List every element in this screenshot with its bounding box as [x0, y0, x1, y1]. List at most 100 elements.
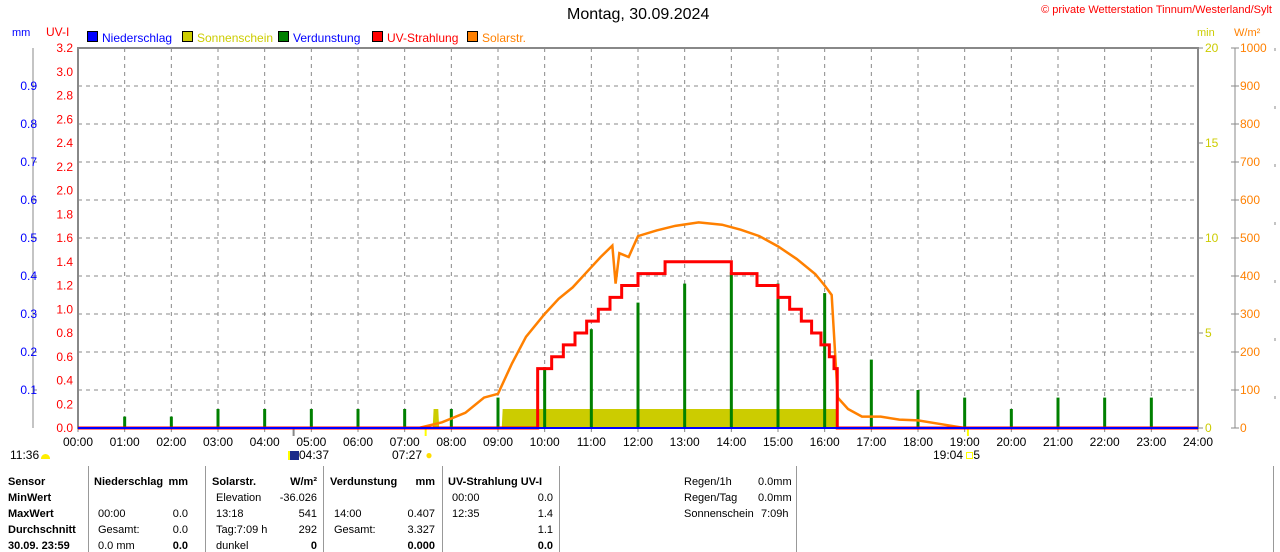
solar-radiation-line [418, 221, 965, 430]
page-title: Montag, 30.09.2024 [567, 6, 710, 23]
column-header: Solarstr. W/m² [212, 474, 317, 490]
sun-icon: ● [425, 448, 433, 462]
cell-value: 0.0 [172, 508, 188, 520]
column-header: Verdunstung mm [330, 474, 435, 490]
twilight-icon [288, 451, 299, 461]
wm2-tick-label: 100 [1240, 383, 1260, 397]
mm-tick-label: 0.4 [20, 269, 37, 283]
cell-label: Elevation [216, 492, 262, 504]
cell-value: 1.1 [537, 524, 553, 536]
wm2-tick-label: 900 [1240, 79, 1260, 93]
cell-label [448, 538, 452, 552]
moon-time-label: 11:36 [10, 448, 40, 462]
x-tick-label: 11:00 [577, 435, 606, 449]
uv-tick-label: 3.0 [56, 65, 73, 79]
evaporation-bar [683, 283, 687, 428]
legend-label: Verdunstung [293, 31, 361, 45]
cell-value: 0.0 [172, 524, 188, 536]
x-tick-label: 05:00 [296, 435, 326, 449]
x-tick-label: 21:00 [1043, 435, 1073, 449]
divider [442, 466, 443, 552]
evaporation-bar [169, 416, 173, 428]
evaporation-bar [589, 329, 593, 428]
x-tick-label: 13:00 [670, 435, 700, 449]
axis-label-min: min [1197, 27, 1215, 39]
cell-value: -36.026 [279, 492, 317, 504]
mm-tick-label: 0.7 [20, 155, 37, 169]
table-row: Gesamt: 3.327 [330, 522, 435, 538]
copyright: © private Wetterstation Tinnum/Westerlan… [1041, 4, 1272, 16]
sensor-header: Sensor [8, 476, 46, 488]
cell-label: 0.0 mm [98, 540, 135, 552]
cell-value: 0.000 [407, 540, 435, 552]
legend-swatch [372, 31, 383, 42]
table-row: 0.0 mm 0.0 [94, 538, 188, 552]
table-row: 14:00 0.407 [330, 506, 435, 522]
mm-tick-label: 0.9 [20, 79, 37, 93]
evaporation-bar [869, 359, 873, 428]
cell-label: 14:00 [334, 508, 362, 520]
uv-tick-label: 2.0 [56, 184, 73, 198]
header-unit: W/m² [290, 476, 317, 488]
cell-label: 12:35 [452, 508, 480, 520]
wm2-tick-label: 700 [1240, 155, 1260, 169]
uv-tick-label: 2.2 [56, 160, 73, 174]
wm2-tick-label: 400 [1240, 269, 1260, 283]
min-tick-label: 10 [1205, 231, 1219, 245]
evaporation-bar [1103, 397, 1107, 428]
sunrise-time: 07:27 ● [392, 448, 433, 462]
twilight-label: 04:37 [299, 448, 330, 462]
axis-label-uv: UV-I [46, 25, 70, 39]
wm2-tick-label: 0 [1240, 421, 1247, 435]
x-tick-label: 01:00 [110, 435, 140, 449]
x-tick-label: 09:00 [483, 435, 513, 449]
cell-value: 3.327 [407, 524, 435, 536]
table-row: 0.000 [330, 538, 435, 552]
summary-label: Sonnenschein [684, 508, 754, 520]
column-header: UV-Strahlung UV-I [448, 474, 553, 490]
x-tick-label: 14:00 [716, 435, 746, 449]
legend-item: Niederschlag [87, 31, 172, 45]
uv-tick-label: 0.6 [56, 350, 73, 364]
cell-value: 0.0 [537, 540, 553, 552]
legend-label: Solarstr. [482, 31, 527, 45]
x-tick-label: 00:00 [63, 435, 93, 449]
uv-tick-label: 2.8 [56, 89, 73, 103]
table-row: 1.1 [448, 522, 553, 538]
table-row: 0.0 [448, 538, 553, 552]
summary-row: Regen/1h 0.0mm [684, 474, 792, 490]
table-row: 13:18 541 [212, 506, 317, 522]
sunset-extra: 5 [973, 448, 981, 462]
x-tick-label: 19:00 [950, 435, 980, 449]
summary-row: Sonnenschein 7:09h [684, 506, 792, 522]
column-header: Niederschlag mm [94, 474, 188, 490]
evaporation-bar [263, 409, 267, 428]
row-label: MinWert [8, 492, 52, 504]
table-row: 00:00 0.0 [448, 490, 553, 506]
summary-value: 0.0mm [758, 492, 792, 504]
header-label: Niederschlag [94, 476, 164, 488]
summary: Regen/1h 0.0mm Regen/Tag 0.0mm Sonnenschei… [684, 474, 792, 522]
divider [323, 466, 324, 552]
divider [205, 466, 206, 552]
moon-icon [41, 454, 51, 459]
verdunstung-column: Verdunstung mm 14:00 0.407 Gesamt: 3.327 0.000 [330, 474, 435, 552]
evaporation-bar [823, 293, 827, 428]
evaporation-bar [636, 302, 640, 428]
header-label: Solarstr. [212, 476, 257, 488]
cell-label: Tag:7:09 h [216, 524, 268, 536]
table-row: Gesamt: 0.0 [94, 522, 188, 538]
sunset-label: 19:04 [933, 448, 964, 462]
cell-label: dunkel [216, 540, 249, 552]
uv-tick-label: 3.2 [56, 41, 73, 55]
cell-value: 1.4 [537, 508, 553, 520]
cell-value: 292 [298, 524, 317, 536]
uv-tick-label: 2.6 [56, 112, 73, 126]
table-row [330, 490, 435, 506]
solar-column: Solarstr. W/m² Elevation -36.026 13:18 541 Tag… [212, 474, 317, 552]
row-label: MaxWert [8, 508, 54, 520]
cell-value: 0 [310, 540, 317, 552]
mm-tick-label: 0.8 [20, 117, 37, 131]
cell-label [330, 490, 334, 506]
